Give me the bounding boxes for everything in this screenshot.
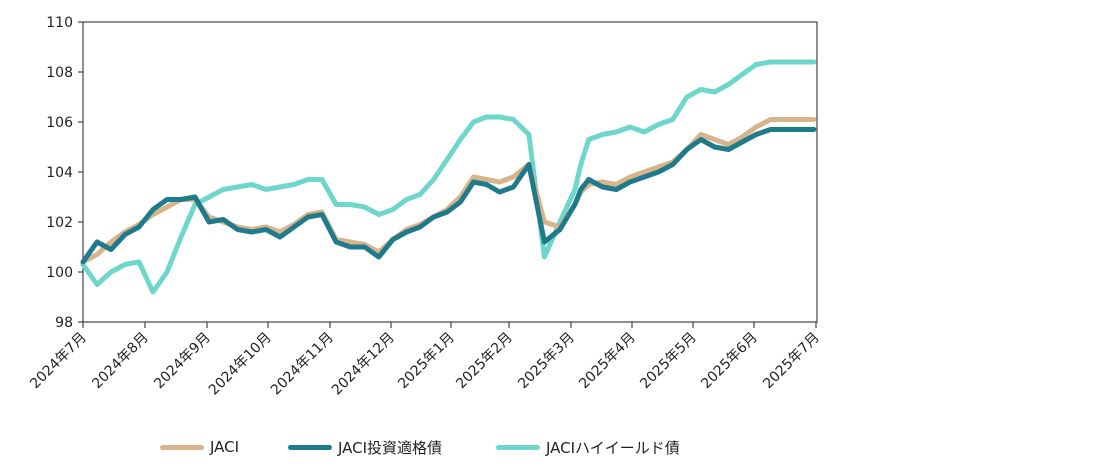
legend-label-jaci: JACI xyxy=(210,438,240,456)
legend-swatch-jaci xyxy=(160,444,204,450)
y-tick-label: 108 xyxy=(46,65,73,81)
y-tick-label: 102 xyxy=(46,215,73,231)
x-tick-label: 2025年3月 xyxy=(515,330,578,393)
x-tick-label: 2025年5月 xyxy=(637,330,700,393)
legend-swatch-jaci-hy xyxy=(496,444,540,450)
legend-item-jaci-hy: JACIハイイールド債 xyxy=(496,432,680,462)
x-tick-label: 2025年4月 xyxy=(576,330,639,393)
x-tick-label: 2024年10月 xyxy=(206,330,275,399)
x-tick-label: 2025年6月 xyxy=(698,330,761,393)
line-chart: 98 100 102 104 106 108 110 2024年7月 2024年8月 2024年9… xyxy=(27,15,823,398)
y-tick-label: 104 xyxy=(46,165,73,181)
y-tick-label: 100 xyxy=(46,265,73,281)
y-tick-label: 106 xyxy=(46,115,73,131)
x-tick-label: 2024年11月 xyxy=(268,330,337,399)
legend-label-jaci-ig: JACI投資適格債 xyxy=(338,438,443,457)
x-tick-label: 2024年9月 xyxy=(151,330,214,393)
series-lines xyxy=(80,59,817,295)
x-tick-label: 2025年7月 xyxy=(760,330,823,393)
x-tick-label: 2024年12月 xyxy=(329,330,398,399)
x-tick-label: 2025年2月 xyxy=(453,330,516,393)
legend-swatch-jaci-ig xyxy=(288,444,332,450)
legend-label-jaci-hy: JACIハイイールド債 xyxy=(546,438,680,457)
plot-frame xyxy=(82,21,818,323)
legend-item-jaci-ig: JACI投資適格債 xyxy=(288,432,442,462)
y-tick-label: 110 xyxy=(46,15,73,31)
series-line-jaci-ig xyxy=(80,127,817,265)
x-tick-label: 2024年8月 xyxy=(89,330,152,393)
series-line-jaci-hy xyxy=(80,59,817,295)
legend: JACI JACI投資適格債 JACIハイイールド債 xyxy=(0,432,1109,462)
legend-item-jaci: JACI xyxy=(160,432,239,462)
chart-axes: 98 100 102 104 106 108 110 2024年7月 2024年8月 2024年9… xyxy=(27,15,823,398)
x-tick-label: 2024年7月 xyxy=(27,330,90,393)
y-tick-label: 98 xyxy=(55,315,73,331)
x-tick-label: 2025年1月 xyxy=(395,330,458,393)
